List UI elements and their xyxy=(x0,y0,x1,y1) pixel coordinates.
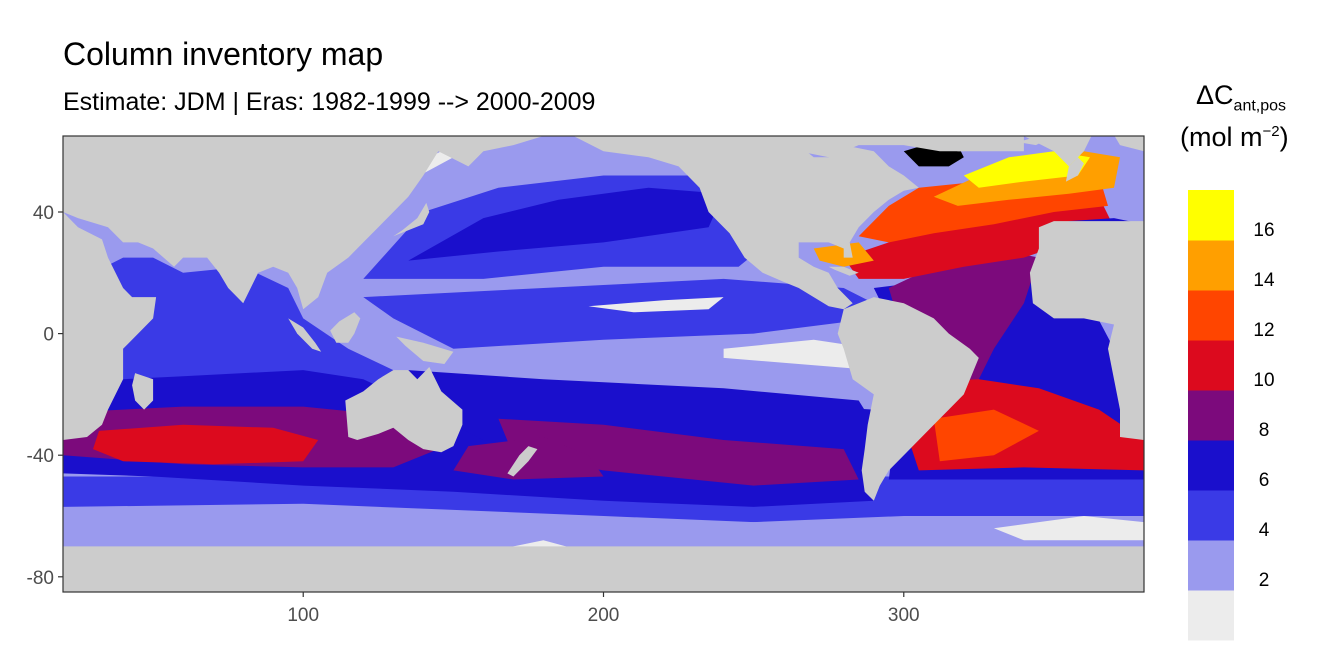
patch-weddell xyxy=(993,516,1144,541)
band-subpolar-16 xyxy=(963,151,1090,188)
chart-subtitle: Estimate: JDM | Eras: 1982-1999 --> 2000… xyxy=(63,88,596,116)
band-tropical-pacific xyxy=(363,278,874,349)
band-southern-indian-10 xyxy=(93,424,319,465)
land-south-america xyxy=(837,297,979,501)
legend-color-swatch xyxy=(1188,190,1234,241)
band-antarctic-shelf xyxy=(63,522,1144,547)
legend-color-swatch xyxy=(1188,590,1234,641)
land-uk xyxy=(1065,157,1084,182)
legend-break-label: 6 xyxy=(1259,470,1270,491)
legend-title: ΔCant,pos (mol m−2) xyxy=(1180,82,1330,151)
legend-break-label: 14 xyxy=(1253,270,1275,291)
patch-east-pacific xyxy=(723,339,874,371)
band-north-pacific-core xyxy=(408,187,724,261)
land-sumatra xyxy=(288,318,322,352)
land-africa xyxy=(63,212,157,440)
legend-color-swatch xyxy=(1188,440,1234,491)
legend-break-label: 16 xyxy=(1253,220,1274,241)
legend-break-label: 4 xyxy=(1259,520,1270,541)
land-borneo xyxy=(330,312,361,343)
legend-break-label: 8 xyxy=(1259,420,1270,441)
legend-break-label: 12 xyxy=(1253,320,1274,341)
x-tick-label: 200 xyxy=(588,605,620,626)
band-south-pacific-8 xyxy=(498,418,859,486)
land-australia xyxy=(345,367,463,453)
x-tick-label: 300 xyxy=(888,605,920,626)
y-tick-label: -80 xyxy=(27,568,54,589)
x-tick-label: 100 xyxy=(287,605,319,626)
land-new-zealand xyxy=(507,446,538,477)
chart-title: Column inventory map xyxy=(63,36,384,72)
legend-title-unit: (mol m−2) xyxy=(1180,122,1289,153)
legend-color-swatch xyxy=(1188,290,1234,341)
land-cuba xyxy=(828,266,859,276)
legend-color-swatch xyxy=(1188,540,1234,591)
land-eurasia-north xyxy=(63,136,1144,310)
legend-break-label: 10 xyxy=(1253,370,1274,391)
band-south-atlantic-12 xyxy=(933,409,1039,462)
legend-color-swatch xyxy=(1188,490,1234,541)
land-greenland xyxy=(933,136,1024,152)
legend-title-variable: ΔCant,pos xyxy=(1196,80,1287,115)
patch-central-pacific xyxy=(588,297,724,313)
legend-color-swatch xyxy=(1188,390,1234,441)
legend-color-swatch xyxy=(1188,240,1234,291)
land-japan xyxy=(393,202,430,237)
y-tick-label: -40 xyxy=(27,446,54,467)
land-new-guinea xyxy=(396,336,454,364)
land-iceland xyxy=(1017,136,1048,146)
map-panel xyxy=(63,136,1144,592)
band-north-atlantic-10 xyxy=(843,196,1114,279)
land-madagascar xyxy=(132,373,154,410)
y-tick-label: 0 xyxy=(43,325,54,346)
y-tick-label: 40 xyxy=(33,203,54,224)
legend-break-label: 2 xyxy=(1259,570,1270,591)
land-north-america xyxy=(573,136,919,310)
land-antarctica xyxy=(63,546,1144,592)
legend: 2 4 6 8 10 12 14 16 xyxy=(1188,190,1275,641)
land-africa-west xyxy=(1029,221,1144,440)
legend-color-swatch xyxy=(1188,340,1234,391)
